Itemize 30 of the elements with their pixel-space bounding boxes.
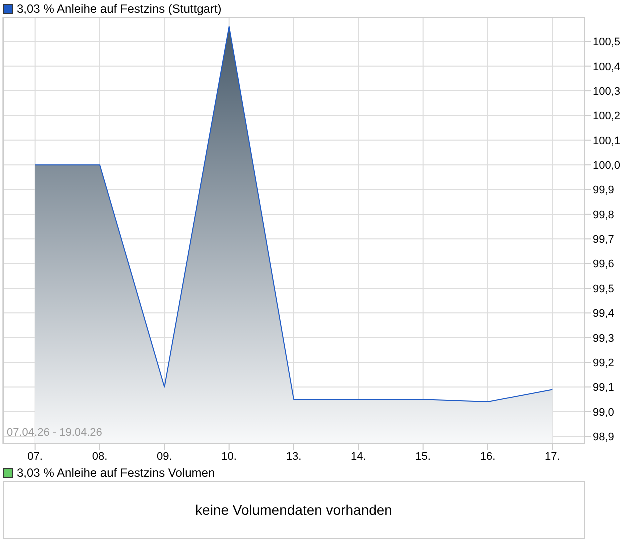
y-tick-label: 100,3 — [593, 86, 620, 98]
y-tick-label: 99,7 — [593, 234, 614, 246]
x-tick-label: 17. — [545, 450, 560, 463]
y-tick-label: 99,3 — [593, 332, 614, 345]
y-tick-label: 99,5 — [593, 283, 614, 296]
y-tick-label: 100,1 — [593, 135, 620, 148]
y-tick-label: 99,4 — [593, 308, 614, 320]
x-tick-label: 16. — [480, 450, 496, 463]
y-tick-label: 99,0 — [593, 406, 614, 419]
y-tick-label: 99,1 — [593, 382, 614, 394]
x-tick-label: 15. — [416, 450, 431, 463]
x-tick-label: 07. — [28, 450, 43, 463]
x-tick-label: 13. — [286, 450, 302, 463]
text: keine Volumendaten vorhanden — [196, 502, 392, 518]
y-tick-label: 100,2 — [593, 110, 620, 123]
x-tick-label: 09. — [157, 450, 172, 463]
legend-label: 3,03 % Anleihe auf Festzins (Stuttgart) — [16, 2, 222, 16]
x-tick-label: 14. — [351, 450, 366, 463]
y-tick-label: 100,0 — [593, 160, 620, 172]
annotation: 07.04.26 - 19.04.26 — [7, 427, 102, 439]
y-tick-label: 100,4 — [593, 61, 620, 74]
y-tick-label: 99,6 — [593, 258, 614, 271]
y-tick-label: 100,5 — [593, 36, 620, 49]
x-tick-label: 10. — [222, 450, 237, 463]
y-tick-label: 98,9 — [593, 432, 614, 444]
y-tick-label: 99,9 — [593, 184, 614, 197]
x-tick-label: 08. — [92, 450, 108, 463]
legend-label: 3,03 % Anleihe auf Festzins Volumen — [16, 466, 216, 480]
y-tick-label: 99,8 — [593, 209, 614, 222]
y-tick-label: 99,2 — [593, 357, 614, 370]
